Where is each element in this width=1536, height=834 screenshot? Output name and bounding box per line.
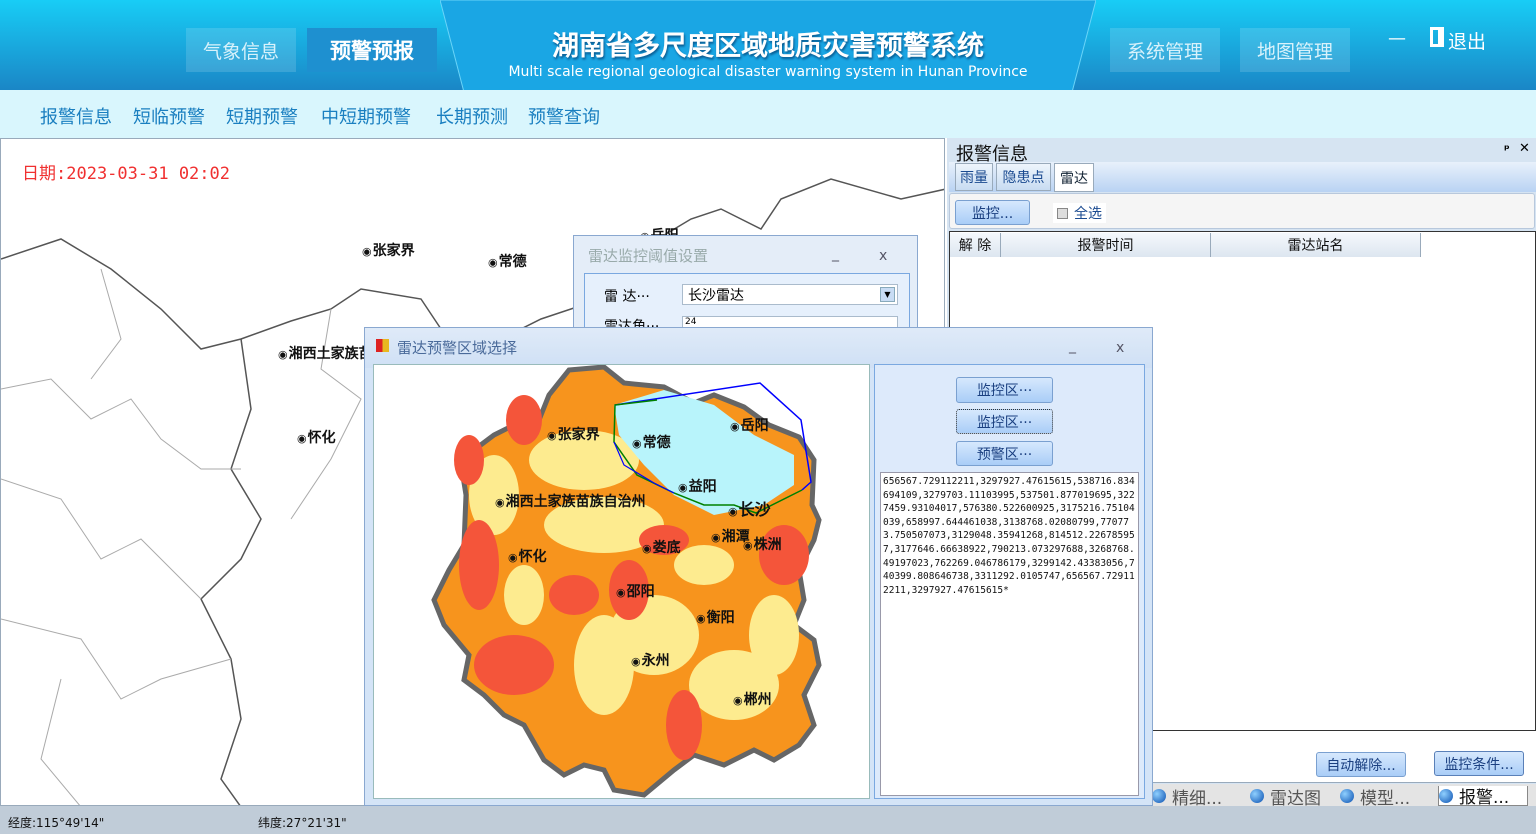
city-label: 益阳 xyxy=(678,476,717,496)
alert-panel-title: 报警信息 xyxy=(956,144,1028,165)
globe-icon xyxy=(1439,788,1453,803)
bottom-tab-label: 模型... xyxy=(1360,788,1411,809)
risk-zones-high xyxy=(454,395,809,760)
checkbox-icon xyxy=(1057,207,1068,219)
longitude-readout: 经度:115°49'14" xyxy=(8,816,105,830)
status-bar: 经度:115°49'14" 纬度:27°21'31" xyxy=(0,806,1536,834)
bottom-tab-label: 报警... xyxy=(1459,788,1510,808)
close-icon[interactable]: ✕ xyxy=(1519,141,1530,156)
risk-zones-low xyxy=(469,430,799,720)
app-subtitle: Multi scale regional geological disaster… xyxy=(508,64,1028,80)
logout-button[interactable]: 退出 xyxy=(1430,27,1486,54)
nav-nowcast[interactable]: 短临预警 xyxy=(133,107,205,128)
column-header-radar-station[interactable]: 雷达站名 xyxy=(1211,233,1421,257)
city-label: 株洲 xyxy=(743,534,782,554)
monitor-region-line xyxy=(614,382,812,491)
monitor-condition-button[interactable]: 监控条件... xyxy=(1434,751,1524,776)
minimize-button[interactable]: _ xyxy=(832,246,839,262)
nav-short-term[interactable]: 短期预警 xyxy=(226,107,298,128)
bottom-tab-label: 雷达图 xyxy=(1270,788,1321,809)
map-management-button[interactable]: 地图管理 xyxy=(1240,28,1350,72)
pin-icon[interactable]: ᵖ xyxy=(1504,142,1510,156)
nav-warning-query[interactable]: 预警查询 xyxy=(528,107,600,128)
radar-select[interactable]: 长沙雷达 ▼ xyxy=(682,284,898,305)
globe-icon xyxy=(1152,789,1166,803)
threshold-dialog: 雷达监控阈值设置 _ x 雷 达··· 长沙雷达▼ 雷达角··· 24 xyxy=(573,235,918,335)
tab-rainfall[interactable]: 雨量 xyxy=(955,163,993,191)
logout-label: 退出 xyxy=(1448,31,1487,53)
system-management-button[interactable]: 系统管理 xyxy=(1110,28,1220,72)
nav-alert-info[interactable]: 报警信息 xyxy=(40,107,112,128)
city-label: 湘西土家族苗族自治州 xyxy=(495,491,646,511)
latitude-readout: 纬度:27°21'31" xyxy=(258,816,347,830)
minimize-button[interactable]: _ xyxy=(1069,338,1076,354)
globe-icon xyxy=(1340,789,1354,803)
bottom-tab-label: 精细... xyxy=(1172,788,1223,809)
nav-medium-term[interactable]: 中短期预警 xyxy=(321,107,411,128)
bottom-tab-fine[interactable]: 精细... xyxy=(1152,786,1223,809)
bottom-tab-model[interactable]: 模型... xyxy=(1340,786,1411,809)
close-button[interactable]: x xyxy=(879,248,888,264)
sub-nav xyxy=(0,90,1536,138)
threshold-dialog-title: 雷达监控阈值设置 xyxy=(588,247,709,265)
city-label: 长沙 xyxy=(728,496,771,520)
nav-long-term[interactable]: 长期预测 xyxy=(436,107,508,128)
monitor-region-button-2[interactable]: 监控区··· xyxy=(956,409,1053,434)
tab-hazard-points[interactable]: 隐患点 xyxy=(996,163,1051,191)
city-label: 郴州 xyxy=(733,689,772,709)
app-icon xyxy=(376,339,389,352)
app-title: 湖南省多尺度区域地质灾害预警系统 xyxy=(552,31,984,62)
region-dialog-title: 雷达预警区域选择 xyxy=(397,339,518,357)
radar-label: 雷 达··· xyxy=(604,289,650,305)
city-label: 怀化 xyxy=(508,546,547,566)
city-label: 怀化 xyxy=(297,427,336,447)
dongting-lake-area xyxy=(614,390,794,515)
logout-icon xyxy=(1430,27,1444,47)
city-label: 张家界 xyxy=(547,424,600,444)
region-dialog: 雷达预警区域选择 _ x 张家界 常德 岳阳 益阳 长沙 湘西土家族苗族自治州 … xyxy=(364,327,1153,806)
monitor-region-button[interactable]: 监控区··· xyxy=(956,377,1053,403)
weather-info-button[interactable]: 气象信息 xyxy=(186,28,296,72)
bottom-tab-alert[interactable]: 报警... xyxy=(1438,786,1529,808)
city-label: 湘西土家族苗 xyxy=(278,343,373,363)
warning-region-button[interactable]: 预警区··· xyxy=(956,441,1053,466)
auto-release-button[interactable]: 自动解除... xyxy=(1316,752,1406,777)
map-date: 日期:2023-03-31 02:02 xyxy=(22,164,230,184)
column-header-release[interactable]: 解 除 xyxy=(950,233,1001,257)
warning-forecast-button[interactable]: 预警预报 xyxy=(307,28,437,72)
city-label: 邵阳 xyxy=(616,581,655,601)
city-label: 常德 xyxy=(632,432,671,452)
monitor-button[interactable]: 监控... xyxy=(955,200,1030,225)
select-all-label: 全选 xyxy=(1074,206,1102,222)
city-label: 娄底 xyxy=(642,537,681,557)
city-label: 永州 xyxy=(631,650,670,670)
bottom-tab-radar-map[interactable]: 雷达图 xyxy=(1250,786,1321,809)
city-label: 衡阳 xyxy=(696,607,735,627)
toolbar xyxy=(949,193,1535,229)
city-label: 张家界 xyxy=(362,240,415,260)
close-button[interactable]: x xyxy=(1116,340,1125,356)
globe-icon xyxy=(1250,789,1264,803)
city-label: 岳阳 xyxy=(730,415,769,435)
select-all-checkbox[interactable]: 全选 xyxy=(1053,203,1106,223)
city-label: 常德 xyxy=(488,251,527,271)
column-header-alert-time[interactable]: 报警时间 xyxy=(1001,233,1211,257)
tab-radar[interactable]: 雷达 xyxy=(1054,163,1094,192)
radar-select-value: 长沙雷达 xyxy=(688,288,744,304)
coordinates-textarea[interactable]: 656567.729112211,3297927.47615615,538716… xyxy=(880,472,1139,796)
chevron-down-icon: ▼ xyxy=(880,287,895,302)
minimize-button[interactable]: — xyxy=(1388,28,1406,49)
